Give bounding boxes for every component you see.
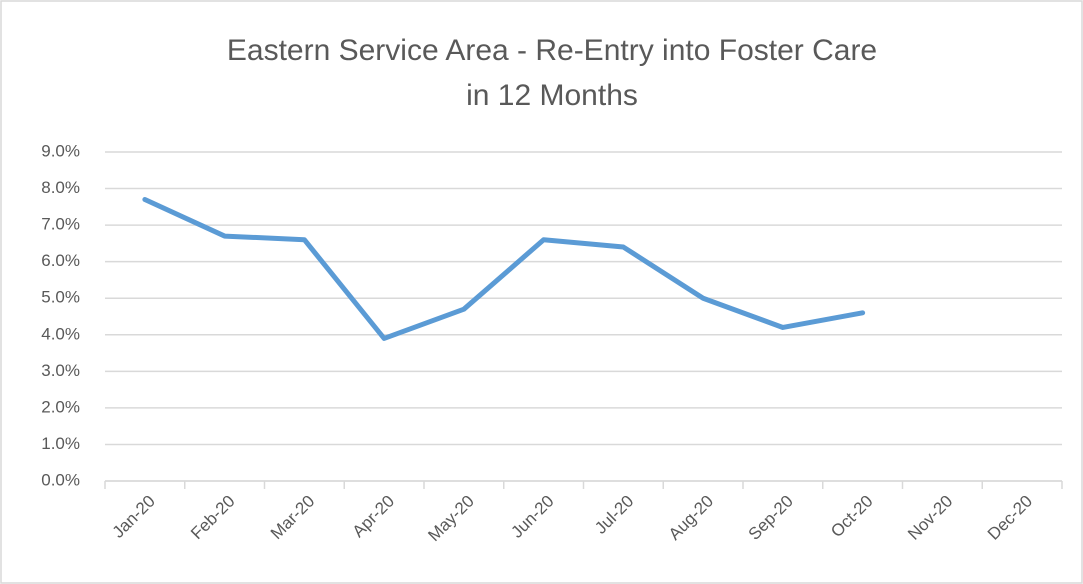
chart-title: Eastern Service Area - Re-Entry into Fos… (227, 34, 877, 67)
y-tick-label: 9.0% (41, 141, 80, 160)
y-tick-label: 3.0% (41, 361, 80, 380)
y-tick-label: 1.0% (41, 434, 80, 453)
y-tick-label: 8.0% (41, 178, 80, 197)
y-tick-label: 5.0% (41, 288, 80, 307)
y-tick-label: 2.0% (41, 397, 80, 416)
y-tick-label: 7.0% (41, 215, 80, 234)
y-tick-label: 6.0% (41, 251, 80, 270)
chart-title: in 12 Months (466, 79, 638, 112)
y-tick-label: 4.0% (41, 324, 80, 343)
data-line (142, 197, 866, 341)
y-tick-label: 0.0% (41, 470, 80, 489)
